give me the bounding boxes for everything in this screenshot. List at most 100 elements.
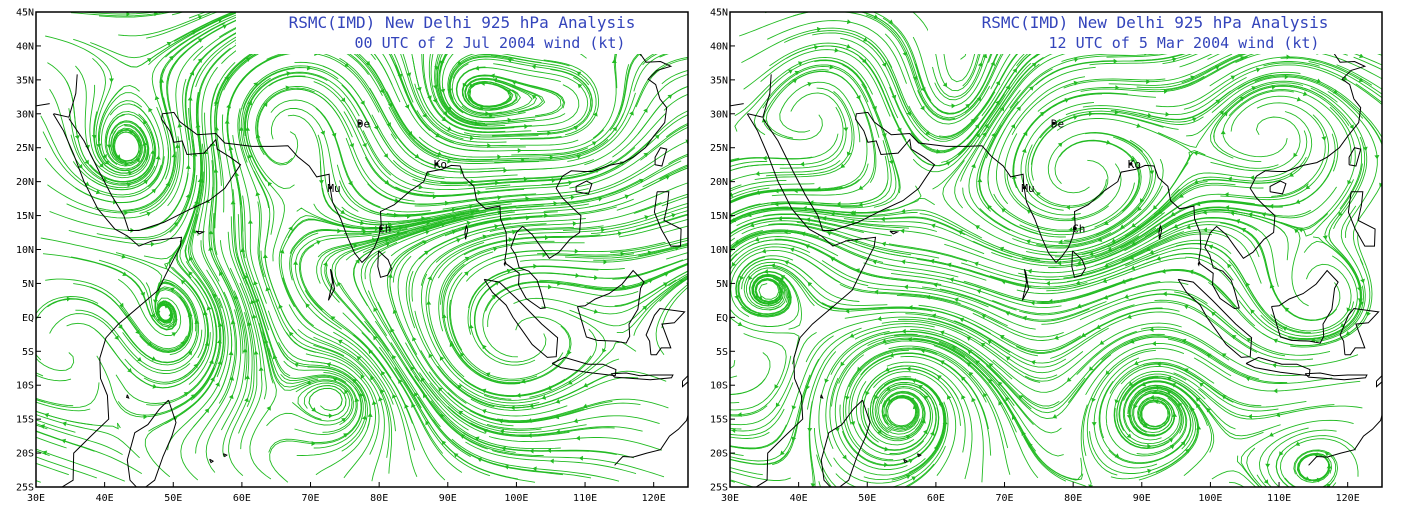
flow-arrow — [1181, 338, 1187, 344]
streamline — [764, 12, 769, 14]
streamline — [806, 323, 935, 410]
latitude-axis: 45N 40N 35N 30N 25N 20N 15N 10N 5N EQ 5S 10S 15S 20S 2… — [16, 8, 41, 494]
lat-tick-label: 25S — [710, 483, 728, 494]
flow-arrow — [187, 350, 193, 356]
flow-arrow — [974, 261, 979, 267]
flow-arrow — [229, 376, 235, 381]
flow-arrow — [824, 378, 829, 384]
flow-arrow — [975, 360, 981, 365]
streamline — [989, 254, 1159, 288]
streamline — [730, 424, 787, 449]
streamline — [754, 91, 855, 181]
streamline — [339, 57, 462, 170]
lat-tick-label: 5N — [716, 279, 728, 290]
flow-arrow — [830, 211, 835, 217]
flow-arrow — [427, 275, 433, 281]
streamline — [313, 81, 435, 194]
flow-arrow — [316, 240, 321, 245]
flow-arrow — [862, 58, 867, 64]
flow-arrow — [761, 248, 767, 254]
flow-arrow — [305, 303, 311, 308]
streamline — [392, 215, 543, 283]
streamline — [486, 415, 660, 430]
streamline — [848, 348, 987, 403]
station-label: Mu — [1021, 182, 1034, 195]
streamline — [1119, 376, 1180, 445]
coastline — [483, 278, 559, 358]
flow-arrow — [873, 14, 879, 19]
coastline — [610, 372, 674, 381]
streamline — [862, 367, 940, 446]
flow-arrow — [553, 200, 558, 206]
streamline — [268, 76, 392, 176]
flow-arrow — [995, 80, 1000, 86]
flow-arrow — [208, 230, 214, 235]
flow-arrow — [800, 161, 805, 167]
flow-arrow — [1076, 260, 1082, 266]
streamline — [222, 290, 250, 457]
streamline — [737, 0, 777, 9]
flow-arrow — [822, 215, 827, 221]
flow-arrow — [576, 71, 582, 76]
flow-arrow — [373, 307, 378, 313]
flow-arrow — [880, 216, 885, 222]
streamline — [1120, 365, 1279, 412]
streamline — [753, 64, 869, 136]
streamline — [90, 286, 191, 352]
flow-arrow — [373, 335, 378, 341]
flow-arrow — [245, 126, 251, 131]
flow-arrow — [557, 280, 562, 286]
flow-arrow — [226, 103, 232, 109]
streamline — [36, 430, 95, 452]
flow-arrow — [1338, 211, 1343, 217]
streamline — [730, 360, 736, 370]
flow-arrow — [1203, 227, 1208, 233]
streamline — [867, 390, 926, 442]
flow-arrow — [531, 64, 536, 70]
flow-arrow — [858, 202, 863, 208]
streamline — [730, 253, 800, 365]
streamline — [1328, 136, 1366, 291]
streamline — [110, 130, 141, 164]
streamline — [910, 328, 1060, 407]
flow-arrow — [794, 70, 800, 76]
flow-arrow — [1089, 251, 1094, 257]
flow-arrow — [906, 111, 912, 116]
coastline — [747, 74, 772, 118]
streamline — [537, 239, 688, 256]
flow-arrow — [912, 76, 918, 81]
streamline — [1094, 217, 1258, 266]
streamline — [175, 231, 214, 385]
streamline — [730, 333, 787, 411]
flow-arrow — [148, 107, 153, 113]
streamline — [933, 345, 1039, 479]
streamline — [730, 431, 770, 439]
streamline — [243, 71, 360, 136]
flow-arrow — [217, 360, 223, 365]
flow-arrow — [246, 321, 252, 327]
flow-arrow — [337, 281, 342, 287]
streamline — [741, 261, 888, 306]
flow-arrow — [360, 374, 365, 380]
streamline — [747, 239, 914, 282]
streamline — [239, 282, 263, 450]
coastline — [1158, 223, 1163, 240]
flow-arrow — [1195, 397, 1201, 402]
streamline — [1154, 299, 1314, 361]
flow-arrow — [217, 322, 223, 327]
lon-tick-label: 30E — [721, 493, 739, 504]
flow-arrow — [881, 338, 887, 344]
flow-arrow — [517, 148, 522, 154]
streamline — [1018, 281, 1189, 316]
flow-arrow — [396, 231, 401, 237]
streamline — [872, 379, 942, 438]
streamline — [1297, 452, 1330, 482]
streamline — [954, 63, 1040, 209]
flow-arrow — [810, 483, 816, 487]
streamline — [1047, 132, 1144, 194]
streamline — [405, 342, 542, 431]
station-marker — [1129, 162, 1133, 166]
lat-tick-label: 15S — [710, 415, 728, 426]
flow-arrow — [338, 339, 343, 345]
coastline — [1245, 356, 1311, 377]
